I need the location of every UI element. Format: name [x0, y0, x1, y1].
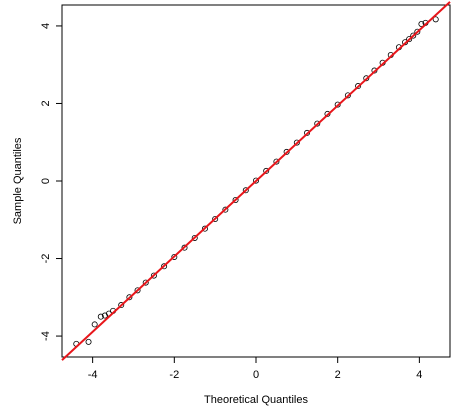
point — [232, 196, 239, 203]
point — [283, 148, 290, 155]
point — [355, 83, 362, 90]
point — [410, 32, 417, 39]
point — [344, 92, 351, 99]
x-tick-label: -2 — [169, 369, 179, 381]
point — [191, 234, 198, 241]
point — [273, 158, 280, 165]
point — [314, 120, 321, 127]
point — [134, 287, 141, 294]
point — [161, 263, 168, 270]
y-tick-label: 4 — [40, 23, 52, 29]
point — [171, 253, 178, 260]
point — [304, 129, 311, 136]
point — [118, 302, 125, 309]
point — [414, 28, 421, 35]
point — [150, 272, 157, 279]
x-tick-label: 2 — [335, 369, 341, 381]
point — [242, 187, 249, 194]
point — [97, 313, 104, 320]
point — [201, 225, 208, 232]
y-tick-label: -4 — [40, 331, 52, 341]
point — [334, 101, 341, 108]
point — [85, 338, 92, 345]
x-tick-label: 4 — [416, 369, 422, 381]
point — [126, 294, 133, 301]
x-tick-label: 0 — [253, 369, 259, 381]
x-axis-label: Theoretical Quantiles — [204, 394, 308, 406]
point — [263, 167, 270, 174]
point — [91, 321, 98, 328]
point — [406, 36, 413, 43]
point — [212, 215, 219, 222]
x-tick-label: -4 — [88, 369, 98, 381]
y-tick-label: 0 — [40, 178, 52, 184]
y-tick-label: -2 — [40, 254, 52, 264]
point — [293, 139, 300, 146]
reference-line — [61, 1, 451, 361]
point — [181, 244, 188, 251]
point — [142, 279, 149, 286]
point — [418, 20, 425, 27]
y-tick-label: 2 — [40, 100, 52, 106]
point — [363, 75, 370, 82]
point — [432, 16, 439, 23]
point — [222, 206, 229, 213]
y-axis-label: Sample Quantiles — [12, 137, 24, 224]
point — [252, 177, 259, 184]
